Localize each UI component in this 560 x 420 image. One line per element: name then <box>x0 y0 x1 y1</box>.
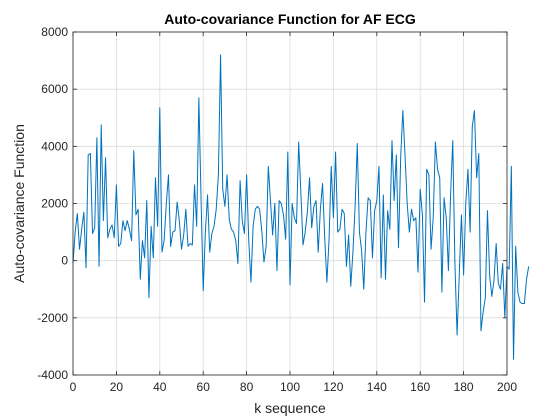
x-tick-label: 60 <box>197 380 211 394</box>
x-tick-label: 160 <box>410 380 430 394</box>
x-tick-label: 140 <box>367 380 387 394</box>
plot-frame <box>72 31 508 376</box>
x-tick-labels: 0 20 40 60 80 100 120 140 160 180 200 <box>70 380 518 394</box>
y-tick-label: 4000 <box>41 139 68 153</box>
y-tick-label: 8000 <box>41 25 68 39</box>
y-tick-label: 2000 <box>41 197 68 211</box>
series-line <box>72 54 530 360</box>
y-tick-label: -2000 <box>37 311 68 325</box>
x-axis-label: k sequence <box>254 400 326 416</box>
y-axis-label: Auto-covariance Function <box>11 124 27 283</box>
x-tick-label: 80 <box>240 380 254 394</box>
y-tick-labels: -4000 -2000 0 2000 4000 6000 8000 <box>37 25 68 382</box>
y-tick-label: 6000 <box>41 82 68 96</box>
x-tick-label: 20 <box>110 380 124 394</box>
x-tick-label: 120 <box>323 380 343 394</box>
x-tick-label: 200 <box>497 380 517 394</box>
chart-title: Auto-covariance Function for AF ECG <box>164 11 416 27</box>
y-tick-label: -4000 <box>37 368 68 382</box>
x-tick-label: 40 <box>153 380 167 394</box>
y-tick-label: 0 <box>61 254 68 268</box>
x-tick-label: 180 <box>454 380 474 394</box>
x-tick-label: 100 <box>280 380 300 394</box>
grid <box>72 31 508 376</box>
x-tick-label: 0 <box>70 380 77 394</box>
